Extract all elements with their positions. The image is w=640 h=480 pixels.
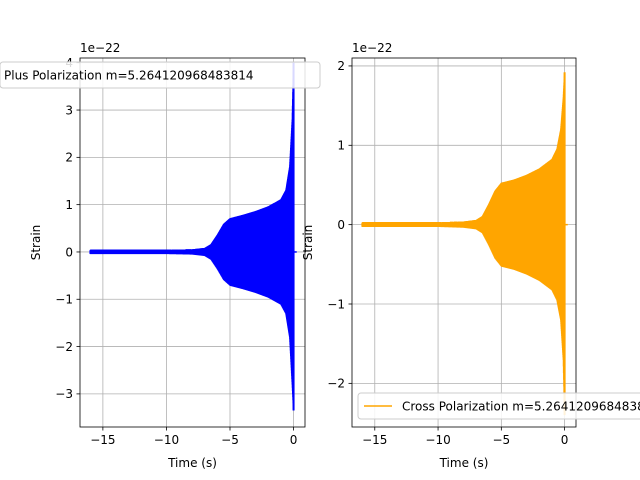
x-axis-label: Time (s) [439,456,489,470]
y-axis-label: Strain [29,225,43,261]
series-1 [361,72,568,416]
x-tick-label: 0 [290,433,298,447]
offset-text: 1e−22 [80,41,120,55]
y-tick-label: 2 [65,151,73,165]
y-tick-label: −1 [55,293,73,307]
x-tick-label: 0 [561,433,569,447]
legend: Cross Polarization m=5.264120968483814 [357,392,640,420]
y-tick-label: −2 [55,340,73,354]
y-tick-label: −3 [55,387,73,401]
x-tick-label: −5 [492,433,510,447]
legend: Plus Polarization m=5.264120968483814 [0,61,321,89]
legend-label: Cross Polarization m=5.264120968483814 [402,399,640,413]
y-tick-label: 0 [65,245,73,259]
y-tick-label: 2 [337,59,345,73]
axes-frame [79,57,306,428]
x-tick-label: −15 [362,433,387,447]
series-1 [89,62,297,411]
x-tick-label: −10 [425,433,450,447]
x-tick-label: −10 [154,433,179,447]
x-tick-label: −15 [90,433,115,447]
y-tick-label: −1 [327,297,345,311]
plus-polarization-plot: −15−10−50−3−2−101234Time (s)Strain1e−22P… [0,41,321,470]
axes-frame [351,57,577,428]
offset-text: 1e−22 [352,41,392,55]
y-tick-label: −2 [327,377,345,391]
x-axis-label: Time (s) [167,456,217,470]
legend-box [0,61,321,89]
y-tick-label: 0 [337,218,345,232]
waveform-line [89,64,295,410]
y-tick-label: 1 [337,139,345,153]
y-tick-label: 3 [65,103,73,117]
y-tick-label: 1 [65,198,73,212]
y-axis-label: Strain [301,225,315,261]
legend-label: Plus Polarization m=5.264120968483814 [4,68,254,82]
x-tick-label: −5 [221,433,239,447]
legend-box [357,392,640,420]
waveform-line [361,72,566,413]
